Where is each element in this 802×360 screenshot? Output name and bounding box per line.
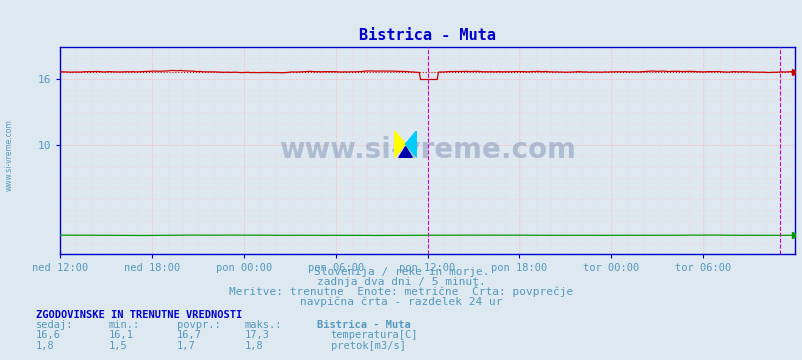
Text: 1,7: 1,7 [176,341,195,351]
Polygon shape [399,147,411,158]
Text: 17,3: 17,3 [245,330,269,340]
Polygon shape [405,131,416,158]
Text: sedaj:: sedaj: [36,320,74,330]
Text: pretok[m3/s]: pretok[m3/s] [330,341,405,351]
Text: maks.:: maks.: [245,320,282,330]
Text: www.si-vreme.com: www.si-vreme.com [279,136,575,164]
Text: povpr.:: povpr.: [176,320,220,330]
Text: temperatura[C]: temperatura[C] [330,330,418,340]
Text: Slovenija / reke in morje.: Slovenija / reke in morje. [314,267,488,278]
Text: Meritve: trenutne  Enote: metrične  Črta: povprečje: Meritve: trenutne Enote: metrične Črta: … [229,285,573,297]
Text: Bistrica - Muta: Bistrica - Muta [317,320,411,330]
Text: ZGODOVINSKE IN TRENUTNE VREDNOSTI: ZGODOVINSKE IN TRENUTNE VREDNOSTI [36,310,242,320]
Text: navpična črta - razdelek 24 ur: navpična črta - razdelek 24 ur [300,296,502,307]
Text: 16,7: 16,7 [176,330,201,340]
Text: 1,8: 1,8 [36,341,55,351]
Text: 1,8: 1,8 [245,341,263,351]
Text: 16,1: 16,1 [108,330,133,340]
Text: 1,5: 1,5 [108,341,127,351]
Text: 16,6: 16,6 [36,330,61,340]
Title: Bistrica - Muta: Bistrica - Muta [358,28,496,43]
Text: www.si-vreme.com: www.si-vreme.com [5,119,14,191]
Text: zadnja dva dni / 5 minut.: zadnja dva dni / 5 minut. [317,277,485,287]
Text: min.:: min.: [108,320,140,330]
Polygon shape [394,131,405,158]
